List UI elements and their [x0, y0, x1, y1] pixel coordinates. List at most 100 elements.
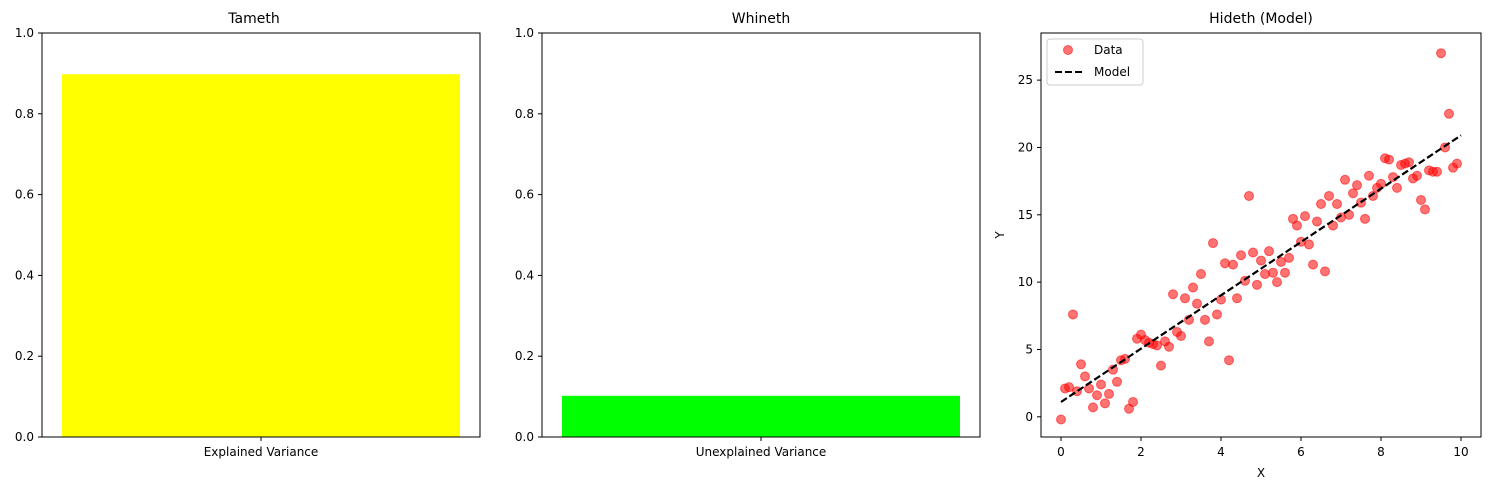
data-point	[1292, 220, 1302, 231]
data-point	[1188, 282, 1198, 293]
data-point	[1420, 204, 1430, 215]
y-axis-label: Y	[993, 231, 1007, 240]
data-point	[1200, 314, 1210, 325]
y-tick-label: 5	[1025, 342, 1033, 356]
data-point	[1404, 157, 1414, 168]
x-tick-label: 0	[1057, 445, 1065, 459]
data-point	[1192, 298, 1202, 309]
data-point	[1180, 293, 1190, 304]
model-line	[1060, 134, 1462, 403]
y-tick-label: 0.6	[15, 188, 34, 202]
x-tick-label: 2	[1137, 445, 1145, 459]
data-point	[1348, 188, 1358, 199]
data-point	[1304, 239, 1314, 250]
y-tick-label: 0.4	[515, 268, 534, 282]
data-point	[1084, 383, 1094, 394]
data-point	[1076, 359, 1086, 370]
x-tick-label: 4	[1217, 445, 1225, 459]
chart-title: Hideth (Model)	[1209, 11, 1313, 27]
data-point	[1256, 255, 1266, 266]
y-tick-label: 0	[1025, 410, 1033, 424]
chart-title: Whineth	[732, 11, 790, 27]
data-point	[1316, 199, 1326, 210]
y-tick-label: 0.0	[515, 430, 534, 444]
x-tick-label: 6	[1297, 445, 1305, 459]
legend-label-data: Data	[1094, 43, 1123, 57]
data-point	[1268, 267, 1278, 278]
data-point	[1212, 309, 1222, 320]
y-tick-label: 20	[1018, 140, 1033, 154]
data-point	[1284, 252, 1294, 263]
data-point	[1208, 238, 1218, 249]
data-point	[1088, 402, 1098, 413]
data-point	[1244, 190, 1254, 201]
y-tick-label: 0.2	[15, 349, 34, 363]
data-point	[1276, 256, 1286, 267]
data-point	[1332, 199, 1342, 210]
data-point	[1176, 331, 1186, 341]
data-point	[1364, 170, 1374, 181]
data-point	[1204, 336, 1214, 347]
data-point	[1164, 341, 1174, 352]
data-point	[1444, 108, 1454, 119]
data-point	[1056, 414, 1066, 425]
data-point	[1068, 309, 1078, 320]
x-axis-label: X	[1257, 466, 1265, 480]
data-point	[1092, 390, 1102, 401]
y-tick-label: 1.0	[515, 26, 534, 40]
data-point	[1320, 266, 1330, 277]
data-point	[1108, 364, 1118, 375]
plot-frame	[1040, 32, 1482, 438]
data-point	[1416, 194, 1426, 205]
data-point	[1300, 211, 1310, 222]
y-tick-label: 0.2	[515, 349, 534, 363]
data-point	[1236, 250, 1246, 261]
data-point	[1152, 340, 1162, 351]
y-tick-label: 15	[1018, 208, 1033, 222]
chart-title: Tameth	[227, 11, 279, 27]
data-point	[1308, 259, 1318, 270]
legend-label-model: Model	[1094, 65, 1130, 79]
data-point	[1252, 279, 1262, 290]
data-point	[1324, 190, 1334, 201]
data-point	[1112, 376, 1122, 387]
y-tick-label: 0.6	[515, 188, 534, 202]
data-point	[1064, 382, 1074, 393]
data-point	[1232, 293, 1242, 304]
x-tick-label: Explained Variance	[204, 445, 319, 459]
plot-frame	[41, 32, 481, 438]
data-point	[1340, 174, 1350, 185]
y-tick-label: 1.0	[15, 26, 34, 40]
data-point	[1272, 277, 1282, 288]
data-point	[1388, 172, 1398, 183]
data-point	[1080, 371, 1090, 382]
data-point	[1436, 48, 1446, 59]
data-point	[1220, 258, 1230, 269]
y-tick-label: 0.0	[15, 430, 34, 444]
data-point	[1196, 269, 1206, 280]
data-point	[1376, 178, 1386, 189]
legend-data-marker	[1063, 45, 1073, 55]
data-point	[1360, 213, 1370, 224]
y-tick-label: 0.4	[15, 268, 34, 282]
y-tick-label: 0.8	[515, 107, 534, 121]
data-point	[1156, 360, 1166, 371]
data-point	[1352, 180, 1362, 191]
data-point	[1280, 267, 1290, 278]
y-tick-label: 0.8	[15, 107, 34, 121]
data-point	[1096, 379, 1106, 390]
data-point	[1432, 166, 1442, 177]
data-point	[1312, 216, 1322, 227]
explained-variance-chart: Tameth 0.0 0.2 0.4 0.6 0.8 1.0 Explained Varia…	[15, 11, 481, 459]
data-point	[1384, 154, 1394, 165]
y-tick-label: 25	[1018, 73, 1033, 87]
data-point	[1260, 269, 1270, 280]
data-point	[1168, 289, 1178, 300]
legend: Data Model	[1046, 38, 1144, 86]
x-tick-label: 8	[1377, 445, 1385, 459]
data-point	[1100, 398, 1110, 409]
data-point	[1264, 246, 1274, 257]
unexplained-variance-chart: Whineth 0.0 0.2 0.4 0.6 0.8 1.0 Unexplained Va…	[515, 11, 981, 459]
data-point	[1392, 182, 1402, 193]
